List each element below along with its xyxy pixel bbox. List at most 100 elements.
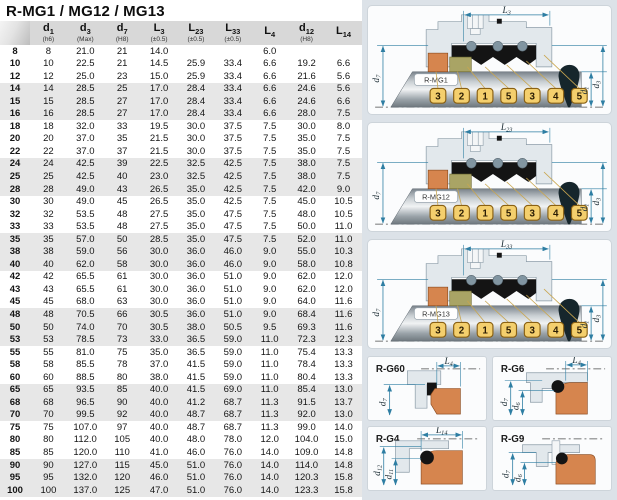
table-cell: 50.0	[297, 221, 316, 233]
table-cell: 58	[116, 258, 128, 270]
table-cell: 30.0	[149, 296, 169, 308]
table-cell: 33	[9, 221, 21, 233]
table-cell: 69.0	[223, 384, 243, 396]
table-cell: 6.6	[263, 83, 277, 95]
table-cell: 21.6	[297, 70, 316, 82]
table-cell: 32	[9, 208, 21, 220]
table-cell: 68	[43, 396, 54, 408]
table-cell: 41.5	[186, 359, 206, 371]
table-cell: 38.0	[186, 321, 206, 333]
table-cell: 10	[43, 58, 54, 70]
dim-label-d6: d6	[512, 401, 522, 410]
table-cell: 95	[43, 472, 54, 484]
tag-number: 1	[482, 92, 488, 103]
table-cell: 24.6	[297, 95, 316, 107]
tag-number: 5	[506, 326, 512, 337]
left-dimension: d7	[372, 278, 429, 341]
table-row: 22 22 37.0 37 21.5 30.0 37.5 7.5 35.0 7.5	[0, 145, 362, 158]
table-cell: 11.3	[260, 421, 279, 433]
table-cell: 123.3	[294, 484, 319, 496]
table-cell: 9.0	[263, 246, 277, 258]
right-dimensions: d1 d3	[551, 278, 607, 341]
col-header-d12: d12 (H8)	[288, 21, 325, 45]
table-cell: 14.0	[260, 472, 279, 484]
tag-number: 5	[577, 326, 583, 337]
seat-drawing-rg60: R-G60 L4 d7	[376, 357, 481, 416]
table-cell: 48	[9, 309, 21, 320]
table-cell: 78	[116, 359, 128, 371]
table-cell: 46.0	[223, 258, 243, 270]
table-cell: 41.5	[186, 384, 206, 396]
table-cell: 50	[43, 321, 54, 333]
part-number-tags: 3 2 1 5 3 4 5	[429, 54, 588, 104]
table-cell: 114.0	[295, 459, 319, 471]
table-cell: 23.0	[149, 170, 169, 182]
elastomer-block	[427, 382, 437, 396]
table-cell: 33.4	[223, 108, 243, 120]
table-row: 43 43 65.5 61 30.0 36.0 51.0 9.0 62.0 12.0	[0, 283, 362, 296]
gland-housing	[425, 248, 553, 302]
table-cell: 47.5	[223, 233, 243, 245]
table-cell: 15.0	[149, 70, 169, 82]
table-cell: 41.2	[186, 396, 206, 408]
table-row: 30 30 49.0 45 26.5 35.0 42.5 7.5 45.0 10.5	[0, 196, 362, 209]
right-dimensions: d1 d3	[551, 44, 607, 107]
table-cell: 20	[43, 133, 54, 145]
table-cell: 41.0	[149, 447, 169, 459]
table-cell: 56	[116, 246, 128, 258]
table-cell: 28	[43, 183, 54, 195]
table-cell: 35	[116, 133, 128, 145]
tag-number: 2	[459, 326, 465, 337]
table-cell: 45.0	[297, 196, 316, 208]
table-row: 80 80 112.0 105 40.0 48.0 78.0 12.0 104.0 15.0	[0, 434, 362, 447]
table-cell: 22.5	[76, 58, 95, 70]
table-cell: 13.0	[334, 409, 353, 421]
dim-label-d7: d7	[379, 398, 389, 407]
pin-dot	[496, 135, 502, 141]
table-cell: 53.5	[76, 208, 95, 220]
table-cell: 59.0	[223, 334, 243, 346]
seal-face-ring	[449, 290, 472, 307]
table-cell: 52.0	[297, 233, 316, 245]
dim-label-d1: d1	[580, 87, 590, 95]
table-cell: 40.0	[149, 409, 169, 421]
table-cell: 7.5	[336, 158, 351, 170]
table-row: 70 70 99.5 92 40.0 48.7 68.7 11.3 92.0 13.0	[0, 408, 362, 422]
table-cell: 11.0	[260, 359, 279, 371]
tag-number: 5	[577, 92, 583, 103]
table-cell: 22.5	[149, 158, 169, 170]
table-cell: 25.0	[76, 70, 95, 82]
tag-number: 1	[482, 326, 488, 337]
seat-ring	[427, 169, 449, 190]
table-cell: 12	[43, 70, 54, 82]
table-cell: 58	[43, 359, 54, 371]
model-label: R-MG12	[422, 193, 450, 202]
table-cell: 24	[9, 158, 21, 170]
table-cell: 115	[114, 459, 130, 471]
seal-face-ring	[449, 173, 472, 190]
table-cell: 11.6	[334, 296, 353, 308]
table-row: 45 45 68.0 63 30.0 36.0 51.0 9.0 64.0 11.6	[0, 296, 362, 309]
tag-number: 2	[459, 92, 465, 103]
dim-label-d1: d1	[580, 204, 590, 212]
table-cell: 21.0	[76, 45, 95, 57]
table-cell: 33	[43, 221, 54, 233]
page-title: R-MG1 / MG12 / MG13	[6, 3, 165, 20]
table-cell: 88.5	[76, 371, 95, 383]
table-cell: 28.4	[186, 108, 206, 120]
table-cell: 5.6	[336, 83, 351, 95]
table-cell: 25.9	[186, 58, 206, 70]
left-dimension: d7	[372, 161, 429, 224]
table-cell: 36.5	[186, 346, 206, 358]
table-cell: 6.6	[336, 58, 351, 70]
dimension-table: d1 (h6) d3 (Max) d7 (H8) L3 (±0.5) L23 (±0.5)…	[0, 21, 362, 497]
spring	[517, 275, 528, 286]
dim-label-left: d7	[372, 74, 382, 83]
table-row: 16 16 28.5 27 17.0 28.4 33.4 6.6 28.0 7.5	[0, 107, 362, 121]
dim-label-d7: d7	[502, 469, 512, 478]
table-cell: 33	[116, 120, 128, 132]
table-row: 58 58 85.5 78 37.0 41.5 59.0 11.0 78.4 13.3	[0, 359, 362, 372]
table-cell: 65	[43, 384, 54, 396]
table-cell: 7.5	[263, 158, 277, 170]
table-cell: 27.5	[149, 208, 169, 220]
